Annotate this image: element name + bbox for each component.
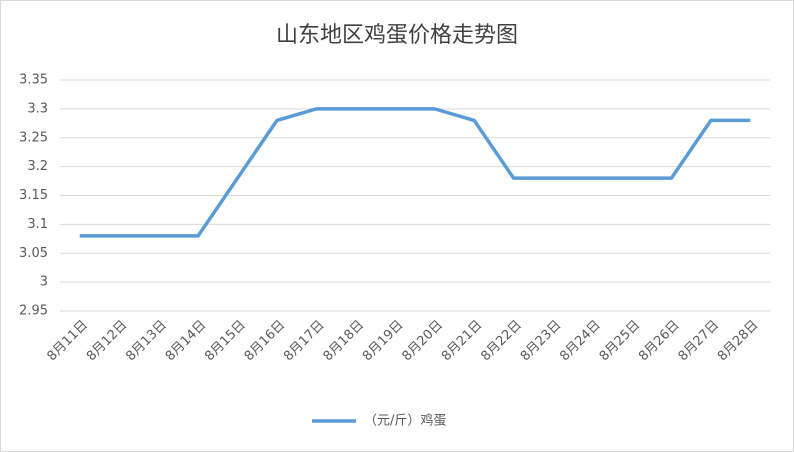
- y-tick-label: 3.05: [19, 246, 48, 261]
- y-tick-label: 3.1: [27, 217, 48, 232]
- y-tick-label: 3.2: [27, 159, 48, 174]
- y-tick-label: 2.95: [19, 304, 48, 319]
- data-line: [79, 107, 751, 238]
- y-tick-label: 3.35: [19, 73, 48, 88]
- legend-label: （元/斤）鸡蛋: [364, 413, 446, 429]
- y-tick-label: 3.15: [19, 188, 48, 203]
- y-tick-label: 3.25: [19, 130, 48, 145]
- chart-title: 山东地区鸡蛋价格走势图: [276, 23, 518, 48]
- y-tick-label: 3.3: [27, 101, 48, 116]
- y-tick-label: 3: [40, 275, 48, 290]
